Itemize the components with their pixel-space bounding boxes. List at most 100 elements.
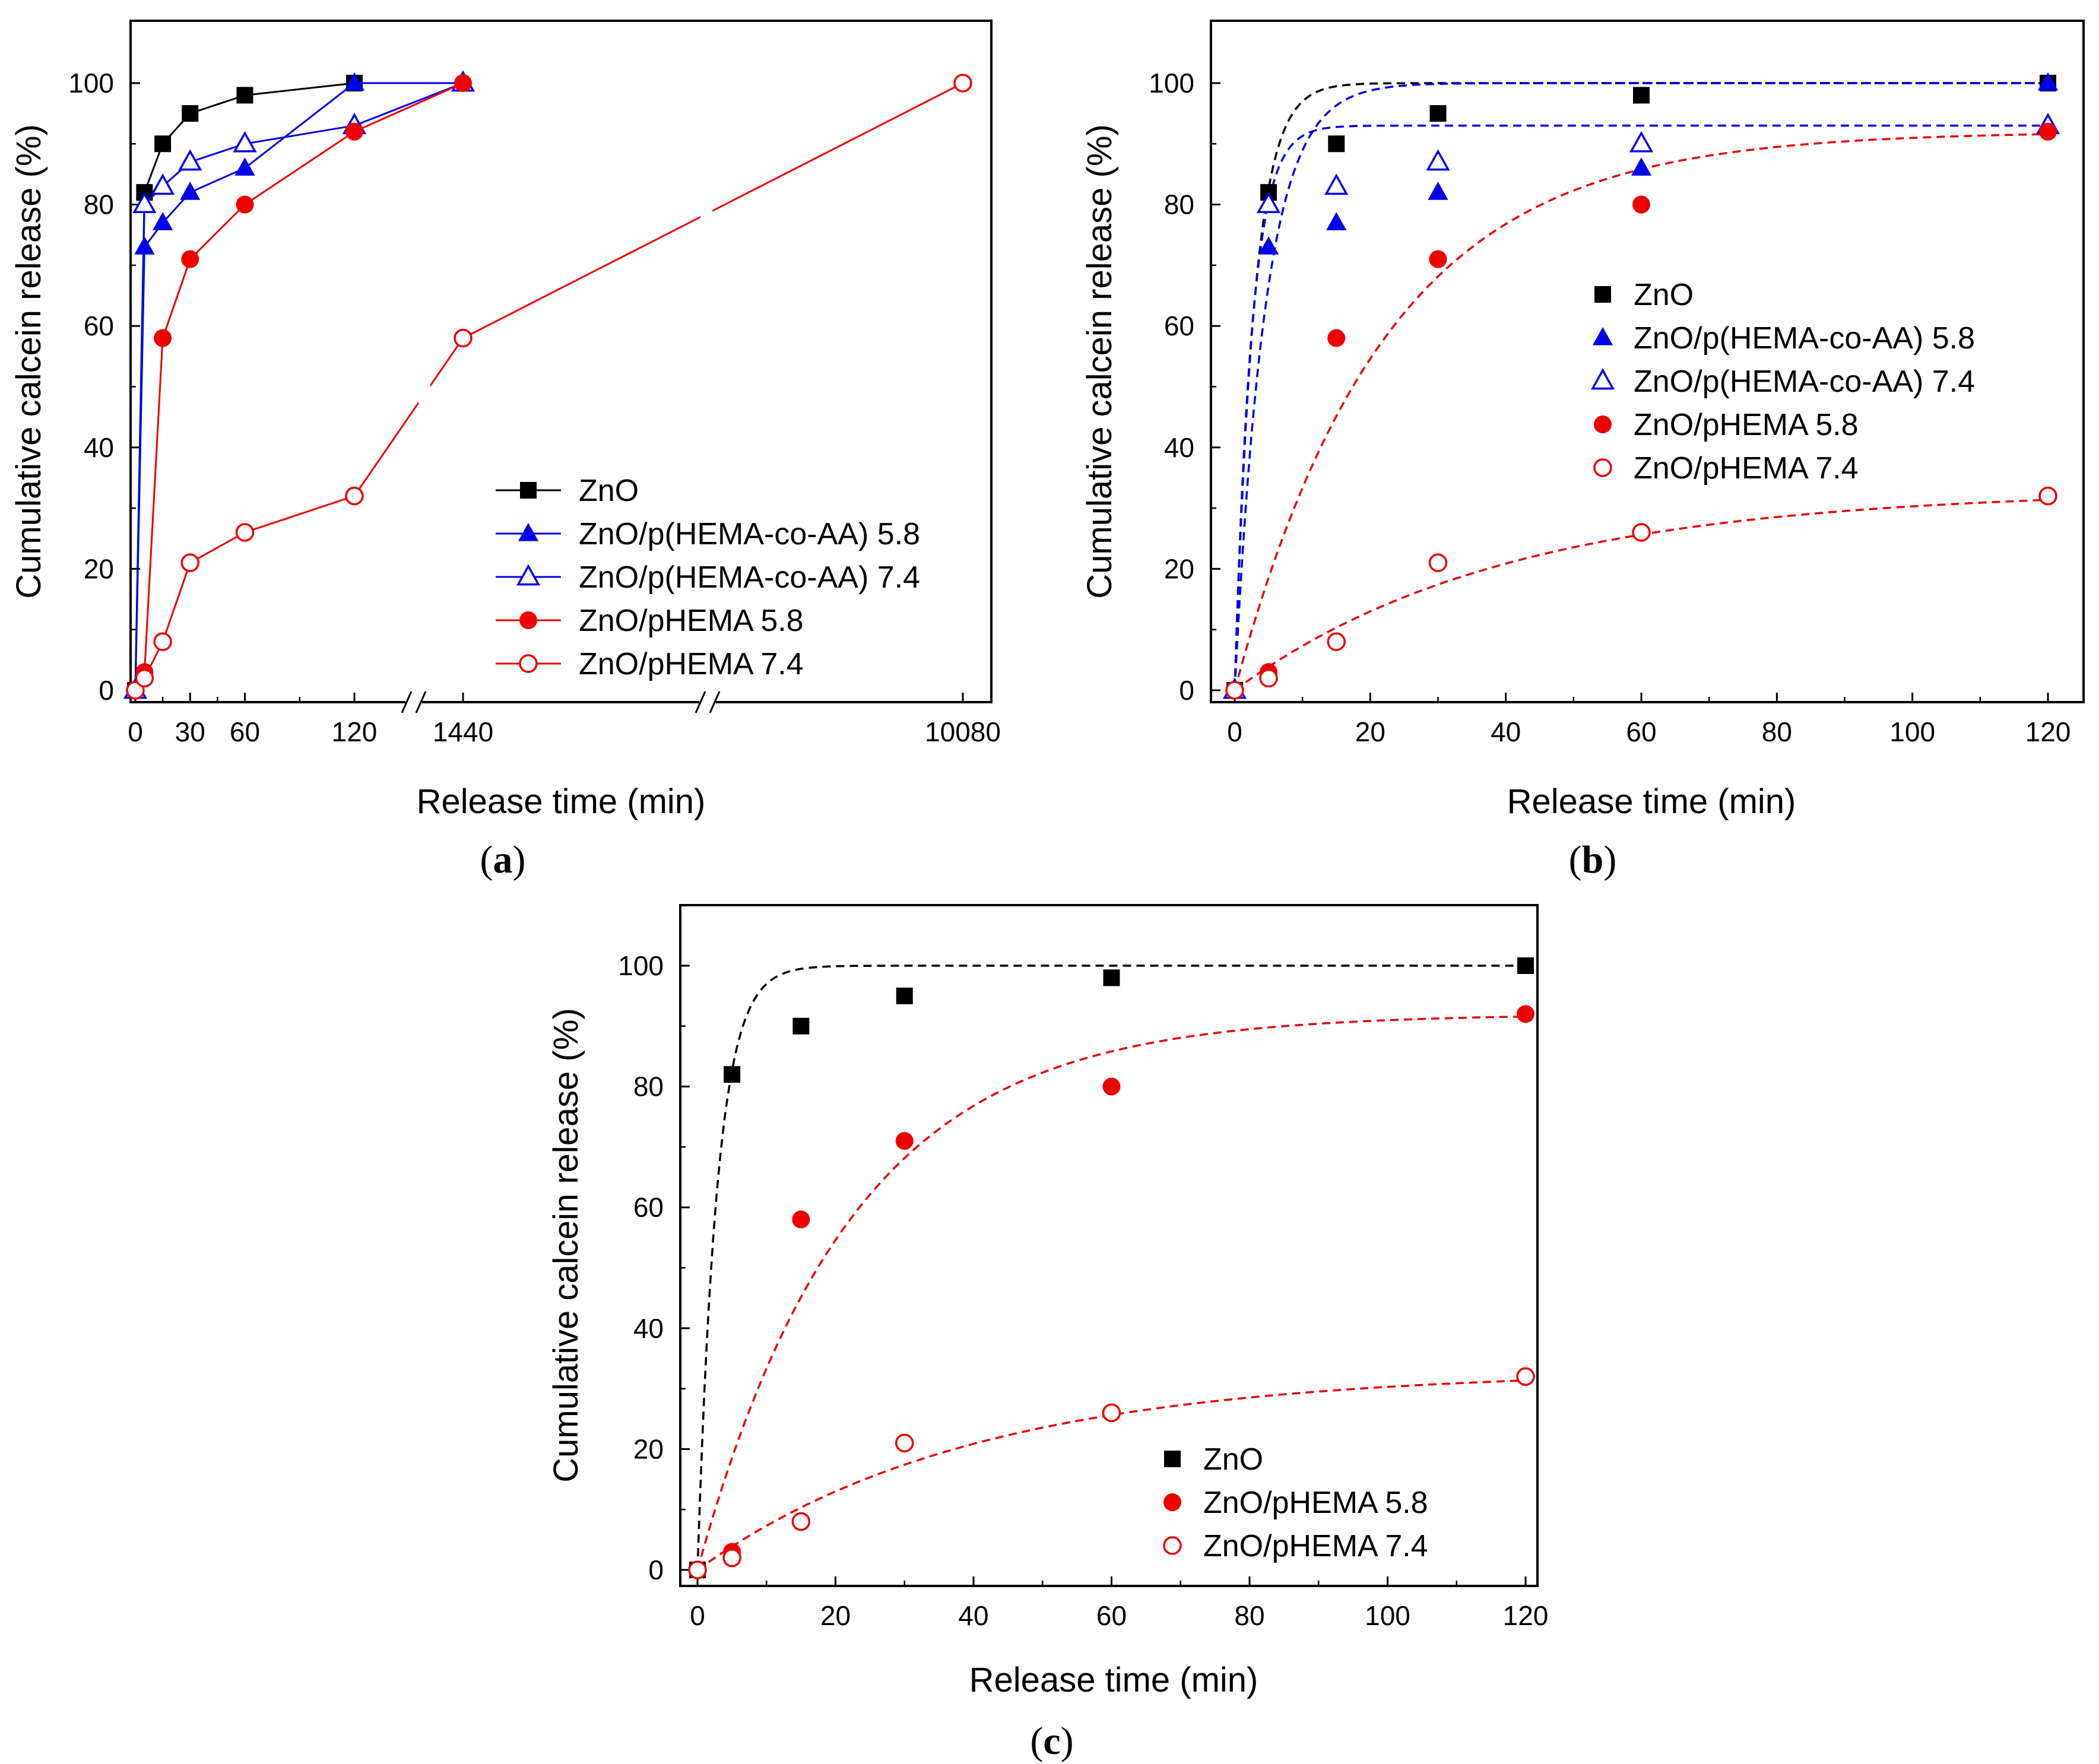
data-point-h74	[2038, 486, 2057, 506]
data-point-h58	[1429, 250, 1447, 268]
chart-panel-b: 0 20 40 60 80 100 0 20 40 60 80 100 120 Release time …	[1080, 20, 2085, 881]
data-point-p74	[132, 192, 157, 213]
axis-break-mark	[401, 691, 413, 713]
data-point-h74	[345, 486, 364, 506]
legend-label: ZnO/pHEMA 7.4	[579, 647, 804, 681]
data-point-p58	[180, 182, 201, 200]
data-point-ZnO	[1103, 969, 1120, 986]
x-tick-label: 80	[1762, 716, 1792, 747]
x-tick-label: 100	[1889, 716, 1935, 747]
data-point-h74	[1102, 1403, 1121, 1423]
fit-curve-h58	[696, 1015, 1526, 1571]
data-point-ZnO	[896, 987, 913, 1004]
data-point-h74	[153, 632, 172, 651]
y-axis-title: Cumulative calcein release (%)	[9, 124, 48, 598]
x-tick-label: 40	[1491, 716, 1521, 747]
legend-label: ZnO	[1203, 1442, 1263, 1477]
data-point-p74	[233, 131, 257, 153]
x-tick-label: 80	[1234, 1600, 1264, 1631]
data-point-h74	[791, 1512, 811, 1531]
x-tick-label: 20	[820, 1600, 851, 1631]
data-point-h58	[454, 74, 472, 92]
y-tick-label: 0	[1179, 675, 1194, 706]
y-tick-label: 40	[84, 432, 114, 463]
data-point-h74	[235, 523, 255, 542]
series-line-h58	[134, 82, 464, 691]
data-point-p74	[151, 173, 175, 195]
data-point-p74	[1629, 131, 1654, 153]
axis-break-mark	[709, 691, 721, 713]
y-tick-label: 0	[648, 1554, 664, 1585]
y-tick-label: 20	[633, 1433, 664, 1464]
data-point-ZnO	[182, 105, 199, 122]
data-point-p58	[153, 212, 173, 230]
x-tick-label: 40	[958, 1600, 988, 1631]
y-tick-label: 80	[1164, 189, 1194, 220]
data-point-h74	[953, 74, 972, 93]
legend-marker	[1594, 286, 1611, 303]
data-point-h58	[1632, 195, 1650, 214]
data-point-h74	[135, 668, 154, 688]
y-axis-title: Cumulative calcein release (%)	[1080, 124, 1119, 598]
y-tick-label: 100	[618, 950, 664, 981]
legend-marker	[1590, 368, 1615, 390]
chart-panel-c: 0 20 40 60 80 100 0 20 40 60 80 100 120 Release time …	[547, 904, 1548, 1763]
y-tick-label: 80	[633, 1071, 664, 1102]
x-axis-title: Release time (min)	[417, 782, 706, 821]
line-break-gap	[700, 202, 712, 226]
legend-label: ZnO	[1634, 278, 1694, 312]
legend-marker	[520, 482, 537, 499]
x-tick-label: 0	[1227, 716, 1242, 747]
data-point-h74	[1327, 632, 1346, 651]
x-tick-label: 30	[175, 716, 205, 747]
data-point-h58	[1102, 1077, 1121, 1096]
legend-marker	[1594, 415, 1612, 433]
data-point-ZnO	[1328, 135, 1345, 153]
y-axis-title: Cumulative calcein release (%)	[547, 1008, 585, 1482]
data-point-h58	[236, 195, 254, 214]
data-point-p58	[1326, 212, 1347, 230]
data-point-h58	[895, 1132, 914, 1150]
series-line-p74	[134, 82, 464, 691]
legend-marker	[1163, 1493, 1181, 1511]
data-point-h74	[454, 328, 473, 348]
data-point-p74	[1324, 173, 1349, 195]
data-point-h58	[1327, 329, 1346, 347]
data-point-h74	[1259, 668, 1278, 688]
data-point-p58	[1428, 182, 1448, 200]
x-tick-label: 10080	[925, 716, 1001, 747]
legend-marker	[1163, 1536, 1182, 1555]
y-tick-label: 40	[633, 1313, 664, 1344]
series-line-h74	[134, 82, 963, 691]
data-point-h74	[1428, 553, 1448, 572]
panel-label: (a)	[480, 838, 526, 881]
x-tick-label: 60	[1096, 1600, 1127, 1631]
panel-label: (b)	[1569, 838, 1617, 881]
legend-label: ZnO	[579, 474, 639, 508]
data-point-ZnO	[1429, 105, 1447, 122]
data-point-h58	[1517, 1005, 1534, 1023]
plot-frame	[129, 20, 993, 703]
legend-marker	[516, 564, 541, 586]
x-tick-label: 60	[1626, 716, 1656, 747]
data-point-ZnO	[236, 87, 253, 104]
fit-curve-h74	[696, 1379, 1526, 1571]
y-tick-label: 0	[99, 675, 114, 706]
axis-break-mark	[695, 691, 706, 713]
legend-label: ZnO/p(HEMA-co-AA) 5.8	[579, 517, 920, 551]
series-line-p58	[134, 82, 463, 691]
x-axis-title: Release time (min)	[969, 1661, 1258, 1699]
legend-label: ZnO/p(HEMA-co-AA) 7.4	[1634, 364, 1975, 399]
data-point-p74	[178, 149, 202, 171]
legend-label: ZnO/p(HEMA-co-AA) 7.4	[579, 560, 920, 595]
data-point-h74	[126, 681, 145, 700]
data-point-p58	[1631, 157, 1652, 176]
legend-marker	[519, 654, 538, 673]
y-tick-label: 100	[68, 68, 114, 99]
legend-label: ZnO/pHEMA 7.4	[1203, 1529, 1428, 1563]
legend-marker	[519, 611, 537, 629]
y-tick-label: 80	[84, 189, 114, 220]
data-point-p74	[1257, 192, 1281, 213]
data-point-ZnO	[792, 1017, 810, 1035]
